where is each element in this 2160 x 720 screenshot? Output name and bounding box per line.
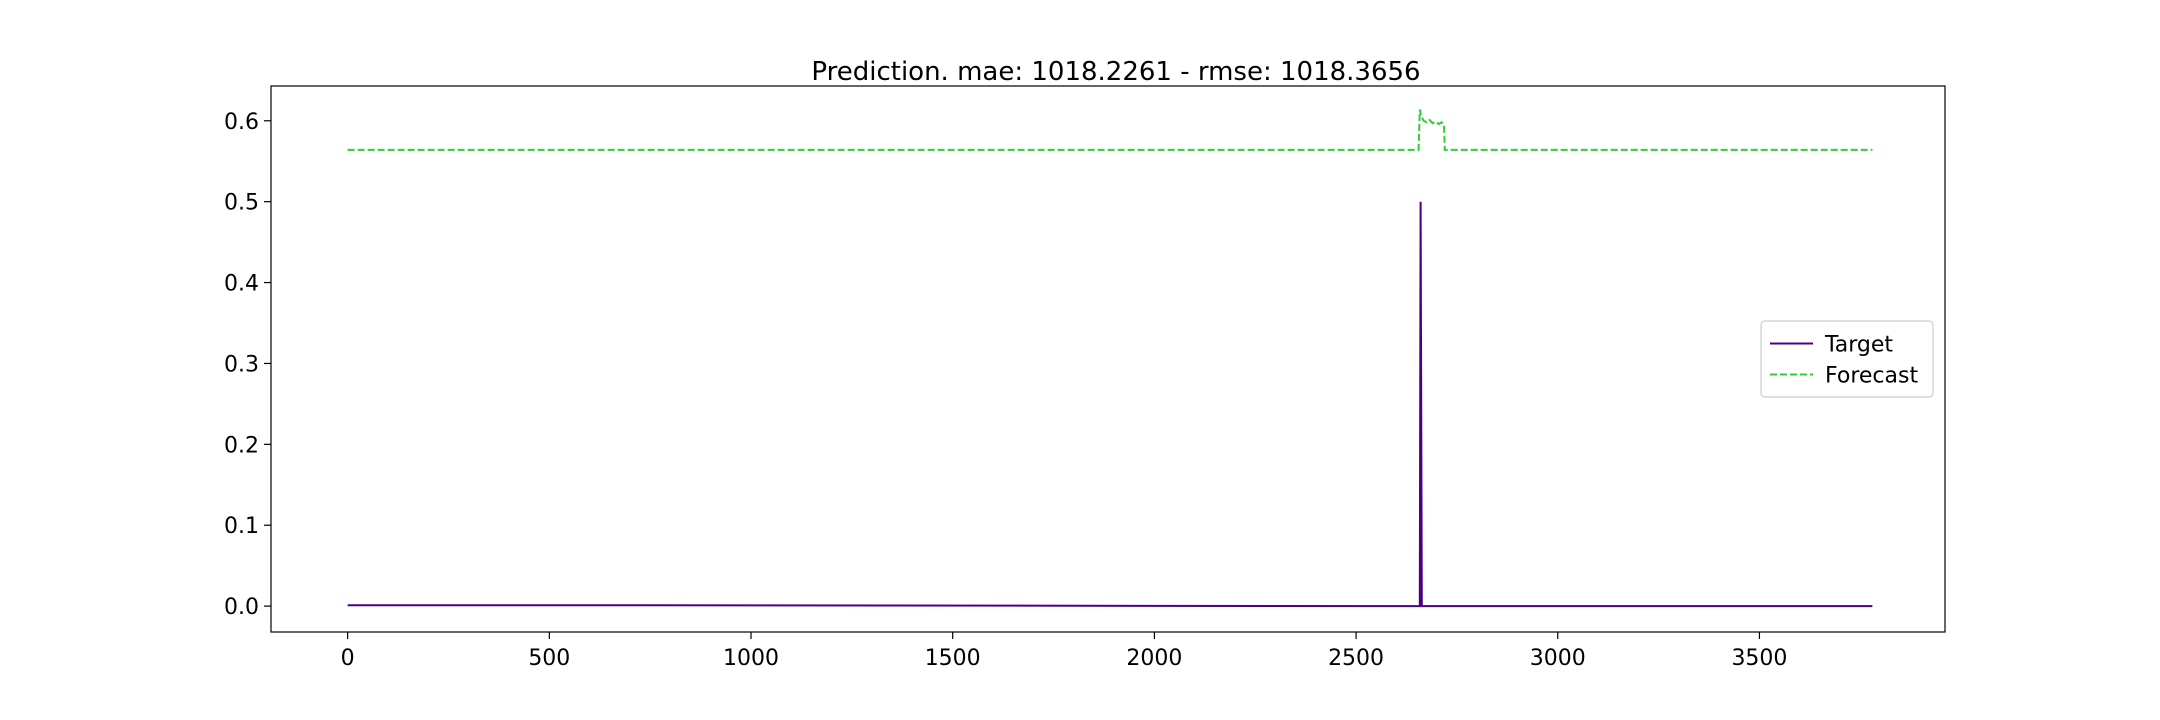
x-tick-label: 1000 (723, 646, 779, 671)
series-line-target (347, 201, 1873, 608)
x-tick-label: 500 (528, 646, 570, 671)
y-tick-label: 0.1 (224, 514, 259, 539)
x-tick-label: 1500 (925, 646, 981, 671)
y-tick-label: 0.4 (224, 272, 259, 297)
legend: Target Forecast (1760, 320, 1934, 398)
x-tick-label: 2500 (1328, 646, 1384, 671)
y-tick-label: 0.6 (224, 110, 259, 135)
x-tick-label: 3000 (1530, 646, 1586, 671)
legend-frame (1760, 320, 1934, 398)
series-line-forecast (347, 109, 1873, 151)
x-tick-label: 2000 (1126, 646, 1182, 671)
y-tick-label: 0.2 (224, 433, 259, 458)
plot-frame (270, 85, 1946, 633)
y-tick-label: 0.5 (224, 191, 259, 216)
y-tick-label: 0.3 (224, 352, 259, 377)
legend-label-forecast: Forecast (1825, 364, 1918, 389)
legend-label-target: Target (1824, 333, 1893, 358)
y-tick-label: 0.0 (224, 595, 259, 620)
x-tick-label: 0 (341, 646, 355, 671)
y-axis: 0.0 0.1 0.2 0.3 0.4 0.5 0.6 (224, 110, 271, 620)
chart-title: Prediction. mae: 1018.2261 - rmse: 1018.… (811, 57, 1420, 87)
series-layer (347, 109, 1873, 608)
x-axis: 0 500 1000 1500 2000 2500 3000 3500 (341, 632, 1787, 671)
x-tick-label: 3500 (1731, 646, 1787, 671)
